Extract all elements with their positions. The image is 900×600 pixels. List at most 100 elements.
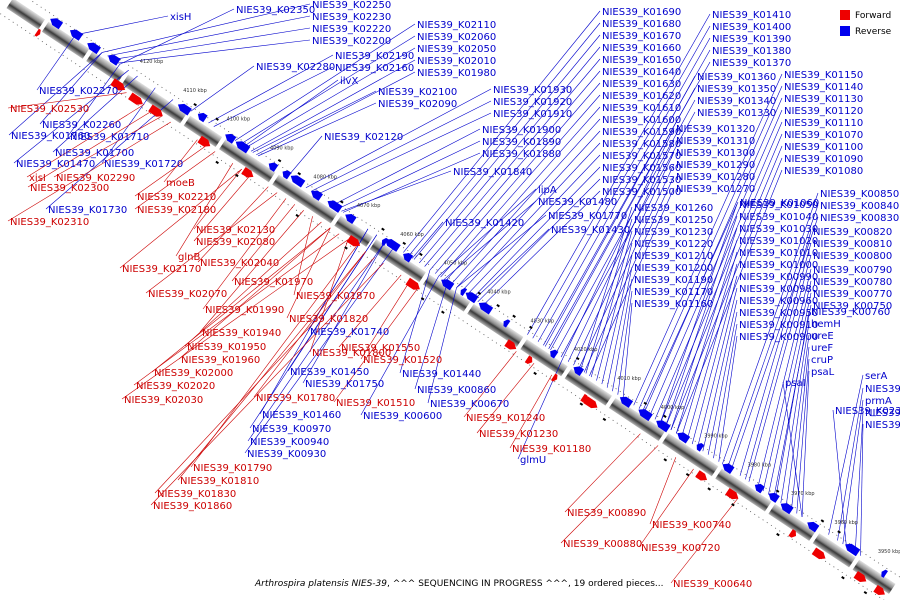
- feature-mark: [663, 458, 668, 462]
- gene-label: NIES39_K01290: [676, 160, 755, 171]
- backbone-piece: [520, 339, 568, 377]
- reverse-gene-arrow: [235, 141, 251, 154]
- gene-label: NIES39_K00750: [813, 301, 892, 312]
- label-connector: [796, 358, 810, 514]
- label-connector: [580, 206, 633, 371]
- label-connector: [670, 157, 783, 431]
- gene-label: NIES39_K01210: [634, 251, 713, 262]
- gene-label: ureE: [811, 331, 834, 342]
- label-connector: [745, 242, 812, 480]
- gene-label: NIES39_K02110: [417, 20, 496, 31]
- gene-label: NIES39_K02130: [196, 225, 275, 236]
- gene-label: NIES39_K01640: [602, 67, 681, 78]
- gene-label: glmU: [520, 455, 546, 466]
- gene-label: NIES39_K01610: [602, 103, 681, 114]
- feature-mark: [602, 417, 607, 422]
- gene-label: NIES39_K02070: [148, 289, 227, 300]
- label-connector: [134, 151, 216, 210]
- legend: Forward Reverse: [840, 10, 892, 37]
- reverse-gene-arrow: [282, 170, 292, 180]
- reverse-gene-arrow: [69, 29, 84, 41]
- caption: Arthrospira platensis NIES-39, ^^^ SEQUE…: [254, 579, 664, 589]
- label-connector: [718, 335, 738, 462]
- label-connector: [638, 468, 694, 548]
- label-connector: [419, 46, 601, 264]
- label-connector: [316, 112, 492, 196]
- label-connector: [527, 13, 711, 335]
- label-connector: [722, 192, 819, 465]
- reverse-gene-arrow: [807, 521, 820, 533]
- feature-mark: [579, 402, 584, 406]
- reverse-gene-arrow: [311, 190, 323, 201]
- gene-label: NIES39_K01750: [305, 379, 384, 390]
- label-connector: [412, 221, 444, 259]
- gene-label: NIES39_K01250: [634, 215, 713, 226]
- scale-tick-label: 4010 kbp: [617, 376, 641, 382]
- gene-label: NIES39_K00820: [813, 227, 892, 238]
- label-connector: [550, 87, 696, 351]
- gene-label: NIES39_K02190: [335, 51, 414, 62]
- forward-gene-arrow: [405, 277, 420, 290]
- gene-label: prmA: [865, 396, 892, 407]
- gene-label: NIES39_K01280: [676, 172, 755, 183]
- label-connector: [305, 88, 492, 188]
- label-connector: [596, 242, 633, 381]
- label-connector: [338, 274, 402, 348]
- label-connector: [145, 192, 278, 294]
- reverse-gene-arrow: [677, 432, 691, 444]
- label-connector: [697, 287, 738, 448]
- scale-tick-label: 4070 kbp: [357, 203, 381, 209]
- gene-label: NIES39_K02060: [417, 32, 496, 43]
- label-connector: [112, 27, 311, 60]
- gene-label: hemH: [811, 319, 841, 330]
- label-connector: [842, 399, 864, 545]
- gene-label: NIES39_K00740: [652, 520, 731, 531]
- label-connector: [660, 203, 738, 424]
- gene-label: NIES39_K01220: [634, 239, 713, 250]
- forward-gene-arrow: [811, 547, 826, 560]
- label-connector: [256, 71, 416, 156]
- scale-tick-label: 4040 kbp: [487, 290, 511, 296]
- label-connector: [75, 15, 169, 36]
- gene-label: NIES39_K01970: [234, 277, 313, 288]
- label-connector: [773, 304, 812, 499]
- gene-label: NIES39_K02120: [324, 132, 403, 143]
- label-connector: [633, 73, 783, 406]
- gene-label: psaL: [811, 367, 835, 378]
- label-connector: [414, 281, 448, 390]
- label-connector: [435, 82, 601, 274]
- reverse-gene-arrow: [108, 54, 121, 66]
- gene-label: NIES39_K02000: [154, 368, 233, 379]
- feature-mark: [297, 171, 302, 176]
- feature-mark: [496, 304, 500, 308]
- label-connector: [438, 188, 537, 277]
- gene-label: NIES39_K01880: [482, 149, 561, 160]
- gene-label: NIES39_K00840: [820, 201, 899, 212]
- gene-label: NIES39_K01920: [493, 97, 572, 108]
- label-connector: [7, 121, 171, 222]
- label-connector: [739, 230, 812, 476]
- label-connector: [670, 498, 739, 584]
- label-connector: [832, 409, 847, 547]
- gene-label: NIES39_K00940: [250, 437, 329, 448]
- label-connector: [231, 204, 296, 282]
- label-connector: [252, 90, 377, 153]
- forward-gene-arrow: [695, 470, 708, 481]
- backbone-piece: [812, 533, 856, 568]
- gene-label: NIES39_K00810: [813, 239, 892, 250]
- gene-label: NIES39_K01930: [493, 85, 572, 96]
- gene-label: NIES39_K01380: [712, 46, 791, 57]
- gene-label: NIES39_K00770: [813, 289, 892, 300]
- scale-tick-label: 4110 kbp: [183, 88, 207, 94]
- forward-gene-arrow: [725, 487, 739, 500]
- label-connector: [544, 75, 696, 347]
- label-connector: [119, 8, 235, 65]
- gene-label: NIES39_K01100: [784, 142, 863, 153]
- scale-tick-label: 4030 kbp: [531, 318, 555, 324]
- label-connector: [197, 186, 269, 263]
- label-connector: [532, 25, 711, 339]
- label-connectors: [7, 3, 864, 584]
- gene-label: NIES39_K01180: [512, 444, 591, 455]
- gene-label: NIES39_K01040: [739, 212, 818, 223]
- gene-label: NIES39_K00640: [673, 579, 752, 590]
